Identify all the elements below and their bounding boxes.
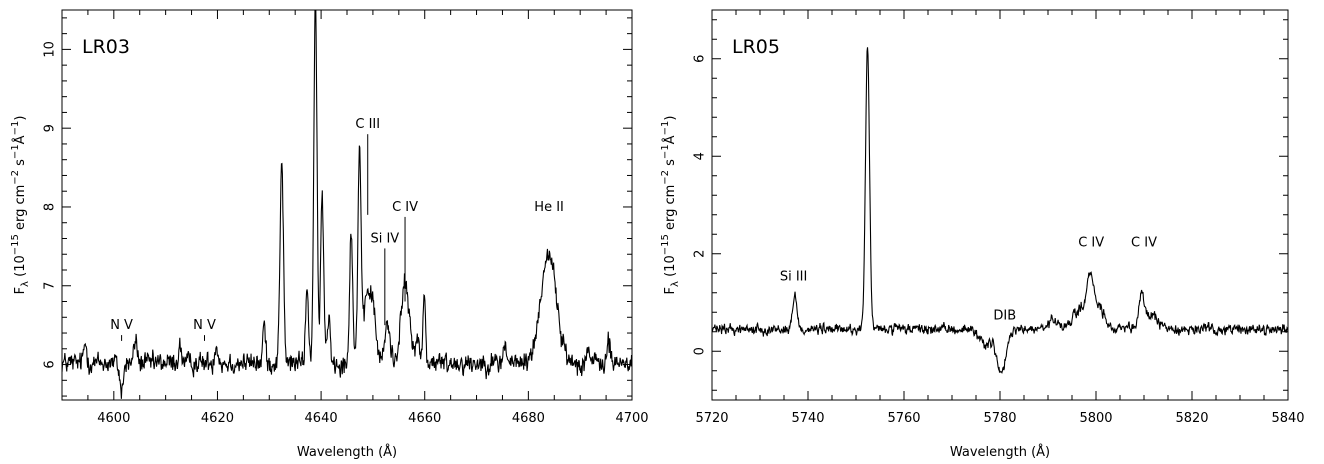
x-tick-label: 4700 [615,411,648,426]
y-axis-label: Fλ (10−15 erg cm−2 s−1Å−1) [10,116,31,295]
y-axis-label: Fλ (10−15 erg cm−2 s−1Å−1) [660,116,681,295]
line-annotation: Si IV [370,231,399,246]
y-tick-label: 6 [43,360,58,368]
line-annotation: C IV [1131,235,1157,250]
line-annotation: Si III [780,270,808,285]
x-axis-label: Wavelength (Å) [297,444,397,460]
panel-label: LR05 [732,36,780,58]
panel-1: 4600 4620 4640 4660 4680 4700 6 7 8 9 10 LR03 Wavele… [10,9,649,460]
y-tick-label: 2 [693,250,708,258]
x-tick-label: 5760 [887,411,920,426]
y-tick-label: 7 [43,282,58,290]
x-tick-label: 5820 [1175,411,1208,426]
line-annotation: He II [534,200,564,215]
x-tick-label: 5800 [1079,411,1112,426]
y-tick-label: 4 [693,152,708,160]
panel-label: LR03 [82,36,130,58]
line-annotation: N V [193,318,216,333]
x-tick-label: 5740 [791,411,824,426]
x-tick-label: 5840 [1271,411,1304,426]
line-annotation: DIB [993,309,1016,324]
line-annotation: N V [110,318,133,333]
line-annotation: C IV [1078,235,1104,250]
y-tick-label: 6 [693,55,708,63]
line-annotation: C IV [392,200,418,215]
y-tick-label: 10 [43,41,58,58]
plot-frame [711,9,1289,401]
x-tick-label: 4660 [408,411,441,426]
x-tick-label: 4680 [512,411,545,426]
x-tick-label: 5720 [695,411,728,426]
x-tick-label: 4620 [201,411,234,426]
panel-2: 5720 5740 5760 5780 5800 5820 5840 0 2 4 6 LR05 Wave… [660,9,1305,460]
line-annotation: C III [355,117,380,132]
x-axis-label: Wavelength (Å) [950,444,1050,460]
x-tick-label: 5780 [983,411,1016,426]
y-tick-label: 8 [43,203,58,211]
x-tick-label: 4600 [97,411,130,426]
spectrum-line [712,47,1288,375]
y-tick-label: 9 [43,124,58,132]
y-tick-label: 0 [693,347,708,355]
x-tick-label: 4640 [305,411,338,426]
spectrum-line [62,10,632,399]
